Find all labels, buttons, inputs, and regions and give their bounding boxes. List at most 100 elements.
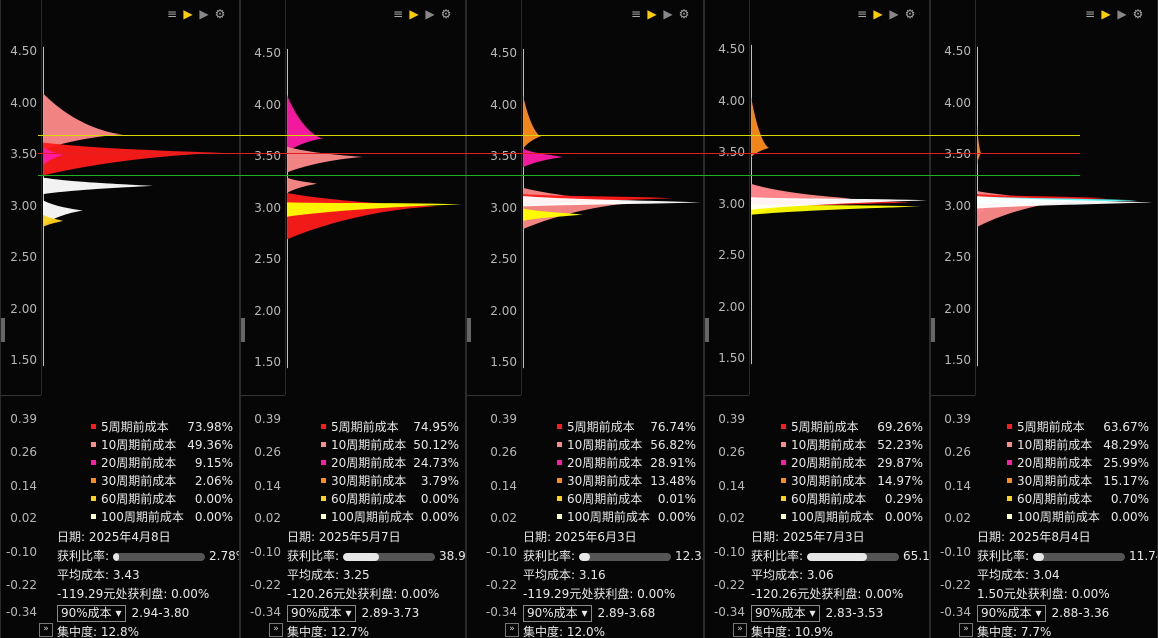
legend-label: 10周期前成本 bbox=[1017, 438, 1093, 452]
section-divider bbox=[467, 395, 521, 396]
avg-cost-value: 3.04 bbox=[1032, 568, 1060, 582]
yellow-arrow-icon[interactable]: ▶ bbox=[183, 7, 193, 21]
legend-item: 10周期前成本 49.36% bbox=[91, 436, 233, 454]
concentration-label: 集中度: bbox=[523, 625, 564, 638]
toolbar-bars-icon[interactable]: ≡ bbox=[630, 7, 642, 21]
panel-resize-handle[interactable] bbox=[1, 318, 5, 342]
price-tick: 4.00 bbox=[10, 95, 37, 110]
profit-ratio-bar bbox=[113, 552, 206, 561]
legend-value: 0.00% bbox=[420, 510, 459, 524]
lower-axis-tick: -0.22 bbox=[713, 578, 745, 592]
legend-swatch bbox=[91, 424, 96, 429]
section-divider bbox=[241, 395, 285, 396]
panel-resize-handle[interactable] bbox=[931, 318, 935, 342]
legend-item: 60周期前成本 0.70% bbox=[1007, 490, 1149, 508]
price-tick: 3.00 bbox=[490, 200, 517, 215]
lower-axis-tick: 0.02 bbox=[718, 511, 745, 525]
gray-arrow-icon[interactable]: ▶ bbox=[425, 7, 435, 21]
profit-ratio-bar bbox=[579, 552, 672, 561]
chip-panel-4: 4.50 4.00 3.50 3.00 2.50 2.00 1.50 0.39 0.26 0.14… bbox=[704, 0, 930, 638]
chip-panel-1: 4.50 4.00 3.50 3.00 2.50 2.00 1.50 0.39 0.26 0.14… bbox=[0, 0, 240, 638]
price-tick: 1.50 bbox=[944, 353, 971, 367]
cost-range-select: 90%成本 bbox=[61, 606, 112, 620]
lower-axis-tick: 0.14 bbox=[490, 479, 517, 493]
legend-label: 60周期前成本 bbox=[331, 492, 407, 506]
toolbar-bars-icon[interactable]: ≡ bbox=[392, 7, 404, 21]
legend-swatch bbox=[1007, 496, 1012, 501]
price-tick: 4.00 bbox=[490, 97, 517, 112]
chip-distribution-chart bbox=[43, 46, 223, 367]
gear-icon[interactable]: ⚙ bbox=[1132, 7, 1144, 21]
expand-toggle-icon[interactable]: » bbox=[505, 623, 519, 637]
gear-icon[interactable]: ⚙ bbox=[440, 7, 452, 21]
profit-value: 12.33% bbox=[675, 549, 703, 563]
chevron-down-icon: ▾ bbox=[1035, 606, 1042, 620]
chip-info: 日期: 2025年6月3日 获利比率: 12.33% 平均成本: 3.16 -11… bbox=[523, 528, 703, 638]
legend-item: 60周期前成本 0.00% bbox=[321, 490, 459, 508]
expand-toggle-icon[interactable]: » bbox=[733, 623, 747, 637]
expand-toggle-icon[interactable]: » bbox=[269, 623, 283, 637]
yellow-arrow-icon[interactable]: ▶ bbox=[1101, 7, 1111, 21]
gear-icon[interactable]: ⚙ bbox=[904, 7, 916, 21]
profit-label: 获利比率: bbox=[57, 549, 110, 563]
price-tick: 1.50 bbox=[10, 353, 37, 367]
legend-label: 30周期前成本 bbox=[567, 474, 643, 488]
legend-label: 5周期前成本 bbox=[1017, 420, 1085, 434]
chip-band bbox=[751, 204, 921, 215]
legend-swatch bbox=[557, 496, 562, 501]
legend-item: 10周期前成本 50.12% bbox=[321, 436, 459, 454]
lower-axis-tick: 0.02 bbox=[10, 511, 37, 525]
cost-range-dropdown[interactable]: 90%成本 ▾ bbox=[523, 605, 592, 622]
legend-swatch bbox=[557, 478, 562, 483]
legend-value: 24.73% bbox=[413, 456, 459, 470]
legend-value: 52.23% bbox=[877, 438, 923, 452]
gray-arrow-icon[interactable]: ▶ bbox=[199, 7, 209, 21]
concentration-label: 集中度: bbox=[751, 625, 792, 638]
legend-value: 2.06% bbox=[194, 474, 233, 488]
legend-label: 10周期前成本 bbox=[101, 438, 177, 452]
legend-value: 0.70% bbox=[1110, 492, 1149, 506]
chip-band bbox=[523, 95, 541, 149]
panel-resize-handle[interactable] bbox=[467, 318, 471, 342]
gray-arrow-icon[interactable]: ▶ bbox=[889, 7, 899, 21]
cost-range-dropdown[interactable]: 90%成本 ▾ bbox=[57, 605, 126, 622]
cost-range-dropdown[interactable]: 90%成本 ▾ bbox=[751, 605, 820, 622]
chip-distribution-chart bbox=[977, 46, 1152, 367]
chip-info: 日期: 2025年5月7日 获利比率: 38.96% 平均成本: 3.25 -12… bbox=[287, 528, 465, 638]
chip-band bbox=[977, 196, 1152, 209]
yellow-arrow-icon[interactable]: ▶ bbox=[409, 7, 419, 21]
price-tick: 2.00 bbox=[490, 303, 517, 318]
legend-value: 48.29% bbox=[1103, 438, 1149, 452]
expand-toggle-icon[interactable]: » bbox=[959, 623, 973, 637]
legend-item: 30周期前成本 15.17% bbox=[1007, 472, 1149, 490]
toolbar-bars-icon[interactable]: ≡ bbox=[1084, 7, 1096, 21]
chip-distribution-chart bbox=[751, 44, 927, 365]
cost-range-dropdown[interactable]: 90%成本 ▾ bbox=[287, 605, 356, 622]
cost-range-dropdown[interactable]: 90%成本 ▾ bbox=[977, 605, 1046, 622]
expand-toggle-icon[interactable]: » bbox=[39, 623, 53, 637]
gray-arrow-icon[interactable]: ▶ bbox=[1117, 7, 1127, 21]
yellow-arrow-icon[interactable]: ▶ bbox=[873, 7, 883, 21]
gray-arrow-icon[interactable]: ▶ bbox=[663, 7, 673, 21]
toolbar-bars-icon[interactable]: ≡ bbox=[856, 7, 868, 21]
legend-swatch bbox=[557, 514, 562, 519]
panel-toolbar: ≡ ▶ ▶ ⚙ bbox=[1081, 3, 1145, 21]
legend-item: 20周期前成本 24.73% bbox=[321, 454, 459, 472]
panel-resize-handle[interactable] bbox=[241, 318, 245, 342]
panel-resize-handle[interactable] bbox=[705, 318, 709, 342]
legend-swatch bbox=[91, 496, 96, 501]
legend-swatch bbox=[91, 460, 96, 465]
price-tick: 2.50 bbox=[944, 250, 971, 264]
gear-icon[interactable]: ⚙ bbox=[678, 7, 690, 21]
toolbar-bars-icon[interactable]: ≡ bbox=[166, 7, 178, 21]
legend-item: 100周期前成本 0.00% bbox=[321, 508, 459, 526]
yellow-arrow-icon[interactable]: ▶ bbox=[647, 7, 657, 21]
legend-item: 100周期前成本 0.00% bbox=[781, 508, 923, 526]
legend-swatch bbox=[781, 496, 786, 501]
concentration-value: 7.7% bbox=[1020, 625, 1052, 638]
legend-item: 5周期前成本 73.98% bbox=[91, 418, 233, 436]
gear-icon[interactable]: ⚙ bbox=[214, 7, 226, 21]
chevron-down-icon: ▾ bbox=[581, 606, 588, 620]
price-tick: 2.50 bbox=[254, 252, 281, 266]
legend-label: 5周期前成本 bbox=[567, 420, 635, 434]
